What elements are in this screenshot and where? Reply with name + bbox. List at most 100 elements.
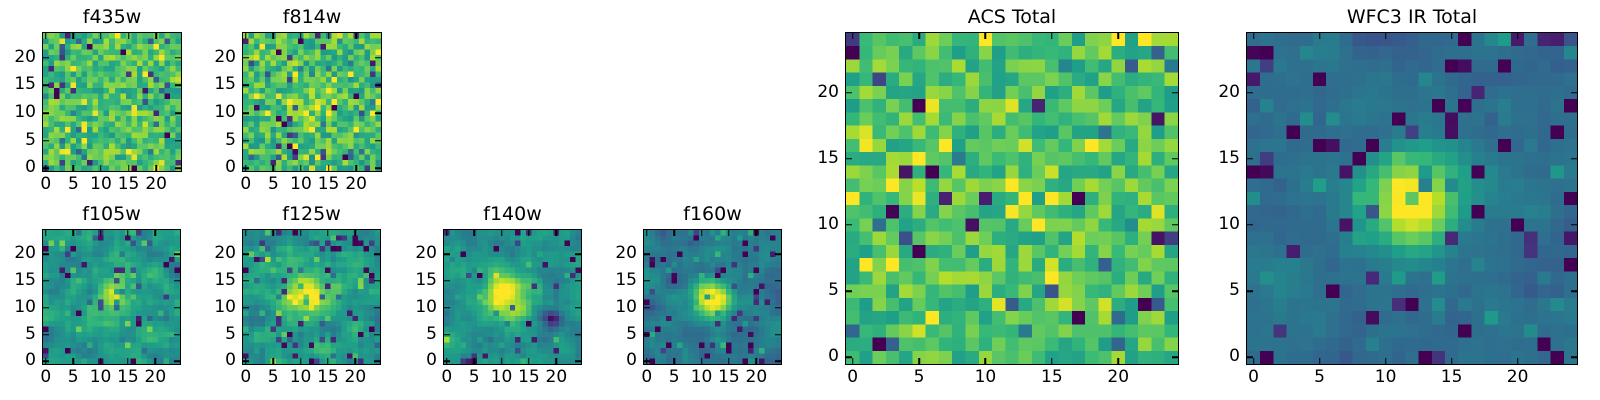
y-tick-mark (1571, 290, 1577, 292)
y-tick-mark (846, 290, 852, 292)
x-tick-label: 20 (545, 367, 568, 387)
y-tick-mark (374, 280, 380, 282)
y-tick-label: 15 (214, 74, 236, 95)
x-tick-label: 5 (1314, 367, 1325, 387)
y-tick-mark (375, 139, 381, 142)
y-tick-label: 10 (1218, 213, 1240, 234)
x-tick-mark (327, 230, 329, 236)
y-tick-label: 10 (14, 296, 36, 317)
y-tick-label: 10 (415, 296, 437, 317)
x-tick-mark (272, 33, 275, 39)
x-tick-label: 20 (144, 367, 167, 387)
y-tick-label: 20 (214, 243, 236, 264)
x-tick-mark (918, 33, 920, 39)
x-tick-label: 5 (468, 367, 480, 387)
y-tick-label: 20 (817, 81, 839, 102)
x-tick-label: 20 (345, 174, 367, 194)
x-tick-mark (299, 358, 302, 364)
x-tick-label: 0 (441, 367, 453, 387)
y-tick-mark (444, 253, 450, 255)
x-tick-mark (673, 230, 675, 236)
y-tick-label: 5 (1229, 280, 1240, 301)
x-tick-label: 15 (117, 174, 140, 194)
y-tick-label: 10 (615, 296, 637, 317)
y-tick-mark (1172, 290, 1178, 292)
x-tick-mark (127, 33, 130, 39)
x-tick-mark (555, 358, 558, 364)
panel-f140w: f140w 0 5 10 15 20 0 5 10 15 20 (415, 203, 582, 387)
heatmap-canvas-f105w (43, 230, 180, 364)
y-tick-mark (1247, 158, 1253, 160)
x-tick-mark (1384, 358, 1387, 364)
y-tick-label: 0 (426, 350, 437, 371)
x-tick-mark (99, 358, 102, 364)
y-tick-mark (243, 306, 249, 309)
y-tick-label: 15 (817, 147, 839, 168)
y-tick-mark (1571, 224, 1577, 226)
x-tick-mark (244, 230, 247, 236)
x-tick-mark (1384, 33, 1387, 39)
x-tick-mark (1450, 33, 1453, 39)
x-tick-mark (700, 358, 703, 364)
y-tick-mark (43, 360, 49, 363)
heatmap-canvas-f125w (243, 230, 380, 364)
x-tick-label: 0 (40, 367, 52, 387)
heatmap-canvas-f140w (444, 230, 581, 364)
y-tick-mark (1172, 158, 1178, 160)
panel-f125w: f125w 0 5 10 15 20 0 5 10 15 20 (214, 203, 381, 387)
y-tick-mark (444, 360, 450, 363)
heatmap-canvas-wfc3 (1247, 33, 1577, 364)
y-tick-label: 0 (25, 157, 36, 178)
y-tick-label: 5 (626, 323, 637, 344)
y-tick-mark (243, 280, 249, 282)
x-tick-mark (984, 33, 987, 39)
x-tick-mark (1516, 33, 1519, 39)
y-tick-mark (444, 306, 450, 309)
x-tick-label: 15 (317, 174, 340, 194)
x-tick-mark (500, 230, 503, 236)
x-tick-mark (1117, 33, 1119, 39)
x-tick-mark (984, 358, 987, 364)
y-tick-label: 10 (14, 102, 36, 123)
x-tick-mark (354, 230, 357, 236)
y-tick-label: 0 (225, 350, 236, 371)
y-tick-mark (374, 253, 380, 255)
y-tick-mark (243, 139, 249, 142)
y-tick-label: 20 (14, 243, 36, 264)
x-tick-label: 15 (518, 367, 540, 387)
panel-title-wfc3: WFC3 IR Total (1346, 6, 1478, 28)
x-tick-label: 5 (67, 174, 79, 194)
x-tick-label: 10 (90, 174, 112, 194)
y-tick-mark (375, 57, 381, 59)
x-tick-label: 0 (240, 367, 252, 387)
y-tick-mark (1571, 356, 1577, 359)
x-tick-label: 10 (1374, 367, 1397, 387)
x-tick-mark (1450, 358, 1453, 364)
y-tick-mark (1571, 91, 1577, 94)
y-tick-mark (775, 253, 781, 255)
x-tick-label: 20 (145, 174, 167, 194)
x-tick-mark (327, 358, 329, 364)
y-tick-mark (43, 112, 49, 114)
y-tick-mark (243, 57, 249, 59)
x-tick-mark (1051, 358, 1053, 364)
y-tick-label: 5 (828, 280, 839, 301)
y-tick-mark (775, 360, 781, 363)
y-tick-mark (43, 84, 49, 87)
y-tick-mark (575, 253, 581, 255)
x-tick-mark (127, 358, 129, 364)
y-tick-label: 20 (615, 243, 637, 264)
heatmap-canvas-acs (846, 33, 1178, 364)
x-tick-mark (728, 358, 730, 364)
x-tick-mark (44, 230, 47, 236)
x-tick-mark (528, 230, 530, 236)
y-tick-mark (1172, 91, 1178, 94)
y-tick-label: 0 (626, 350, 637, 371)
y-tick-mark (1571, 158, 1577, 160)
x-tick-label: 20 (1506, 367, 1529, 387)
y-tick-label: 15 (1218, 147, 1240, 168)
panel-title-f125w: f125w (282, 203, 341, 225)
x-tick-label: 0 (1248, 367, 1259, 387)
y-tick-label: 10 (817, 213, 839, 234)
